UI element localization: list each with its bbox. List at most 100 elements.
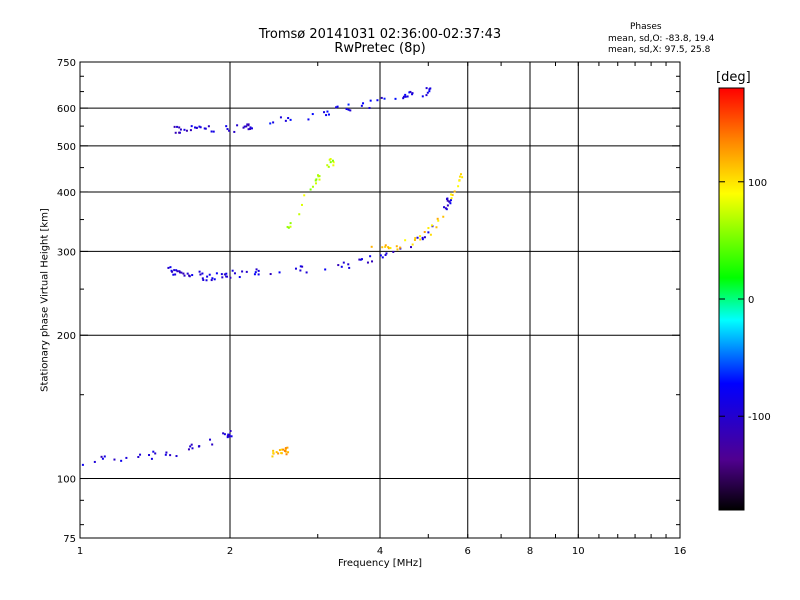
data-point [101,457,104,460]
data-point [311,113,314,116]
data-point [284,119,287,122]
data-point [286,446,289,449]
data-point [287,117,290,120]
data-point [275,451,278,454]
data-point [254,271,257,274]
data-point [411,243,414,246]
data-point [369,255,372,258]
data-point [241,270,244,273]
data-point [220,273,223,276]
data-point [164,453,167,456]
data-point [171,270,174,273]
data-point [449,199,452,202]
data-point [289,222,292,225]
data-point [318,175,321,178]
data-point [199,273,202,276]
data-point [381,246,384,249]
data-point [336,105,339,108]
y-tick-label: 500 [57,142,76,153]
chart-subtitle: RwPretec (8p) [334,41,426,56]
data-point [173,125,176,128]
y-tick-label: 750 [57,58,76,69]
data-point [209,438,212,441]
data-point [226,436,229,439]
data-point [245,270,248,273]
data-point [191,447,194,450]
data-point [137,455,140,458]
data-point [436,217,439,220]
data-point [358,258,361,261]
data-point [228,435,231,438]
data-point [348,266,351,269]
data-point [278,271,281,274]
data-point [207,125,210,128]
data-point [223,273,226,276]
data-point [323,111,326,114]
data-point [425,94,428,97]
data-point [300,203,303,206]
data-point [148,454,151,457]
data-point [152,450,155,453]
data-point [421,238,424,241]
colorbar-tick-label: -100 [748,412,771,423]
data-point [211,277,214,280]
data-point [93,460,96,463]
data-point [369,99,372,102]
data-point [347,108,350,111]
data-point [280,448,283,451]
data-point [413,239,416,242]
data-point [223,433,226,436]
data-point [173,269,176,272]
data-point [449,193,452,196]
data-point [172,273,175,276]
data-point [368,106,371,109]
data-point [381,256,384,259]
data-point [246,123,249,126]
data-point [409,90,412,93]
data-point [228,129,231,132]
phases-x-stats: mean, sd,X: 97.5, 25.8 [608,45,711,55]
data-point [404,93,407,96]
data-point [229,430,232,433]
data-point [289,118,292,121]
data-point [384,245,387,248]
data-point [191,274,194,277]
data-point [225,275,228,278]
data-point [411,93,414,96]
data-point [221,276,224,279]
data-point [81,463,84,466]
data-point [187,448,190,451]
data-point [314,179,317,182]
data-point [437,219,440,222]
data-point [427,231,430,234]
data-point [429,233,432,236]
data-point [178,131,181,134]
data-point [210,130,213,133]
data-point [449,202,452,205]
y-tick-label: 100 [57,475,76,486]
data-point [318,178,321,181]
data-point [277,452,280,455]
data-point [269,122,272,125]
data-point [414,237,417,240]
data-point [174,131,177,134]
data-point [392,250,395,253]
data-point [423,236,426,239]
data-point [379,254,382,257]
data-point [429,87,432,90]
data-point [419,235,422,238]
x-tick-label: 8 [527,546,533,557]
data-point [450,197,453,200]
data-point [249,126,252,129]
data-point [186,272,189,275]
data-point [311,185,314,188]
data-point [120,459,123,462]
data-point [183,128,186,131]
data-point [299,269,302,272]
data-point [303,194,306,197]
data-point [227,433,230,436]
data-point [278,449,281,452]
data-point [198,270,201,273]
data-point [183,274,186,277]
